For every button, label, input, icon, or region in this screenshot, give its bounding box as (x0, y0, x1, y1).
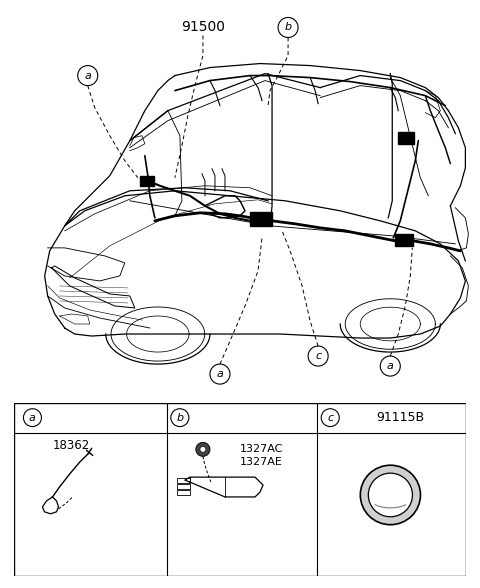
Bar (250, 212, 272, 226)
Bar (177, 478, 190, 483)
Text: a: a (84, 71, 91, 81)
Circle shape (360, 465, 420, 524)
Text: c: c (327, 413, 333, 423)
Bar (398, 132, 414, 143)
Text: b: b (285, 22, 292, 32)
Bar (177, 484, 190, 489)
Text: 1327AE: 1327AE (240, 457, 283, 467)
Text: a: a (29, 413, 36, 423)
Text: b: b (176, 413, 183, 423)
Bar (177, 490, 190, 495)
Text: 91115B: 91115B (376, 411, 424, 424)
Circle shape (368, 473, 412, 517)
Text: a: a (216, 369, 223, 379)
Circle shape (200, 446, 206, 452)
Text: a: a (387, 361, 394, 371)
Text: 1327AC: 1327AC (240, 445, 283, 455)
Bar (395, 234, 413, 246)
Circle shape (196, 442, 210, 456)
Text: 91500: 91500 (181, 21, 225, 35)
Text: c: c (315, 351, 321, 361)
Text: 18362: 18362 (52, 439, 90, 452)
Bar (140, 176, 154, 186)
